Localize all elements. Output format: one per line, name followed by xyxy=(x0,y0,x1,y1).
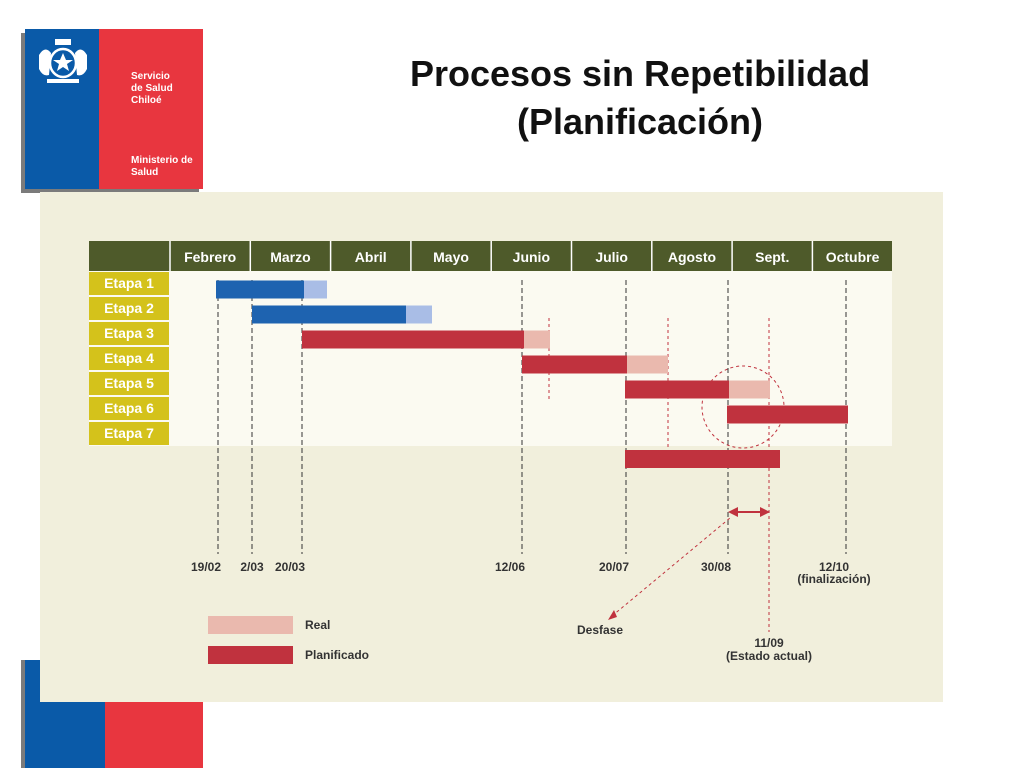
month-label-6: Julio xyxy=(595,249,628,265)
stage-label-cell xyxy=(89,347,169,370)
month-label-8: Sept. xyxy=(755,249,789,265)
legend-swatch-1 xyxy=(208,616,293,634)
current-state-date: 11/09 xyxy=(754,636,784,650)
month-label-9: Octubre xyxy=(826,249,880,265)
stage-label-cell xyxy=(89,372,169,395)
stage-label-cell xyxy=(89,322,169,345)
month-label-7: Agosto xyxy=(668,249,716,265)
month-label-4: Mayo xyxy=(433,249,469,265)
summary-planned-bar xyxy=(625,450,780,468)
milestone-date-5: 20/07 xyxy=(599,560,629,574)
coat-of-arms-icon xyxy=(39,39,87,83)
stage-bar-2 xyxy=(252,305,406,324)
milestone-note: (finalización) xyxy=(797,572,870,586)
stage-bar-2 xyxy=(406,305,432,324)
desfase-arrow-left xyxy=(728,507,738,517)
legend-label-1: Real xyxy=(305,618,330,632)
desfase-leader xyxy=(611,517,731,617)
month-label-5: Junio xyxy=(513,249,550,265)
milestone-date-2: 2/03 xyxy=(240,560,264,574)
desfase-arrow-right xyxy=(760,507,770,517)
stage-bar-3 xyxy=(524,330,550,349)
title-line-2: (Planificación) xyxy=(516,101,764,142)
desfase-circle xyxy=(701,365,785,449)
stage-label-5: Etapa 5 xyxy=(104,375,154,391)
milestone-date-7: 12/10 xyxy=(819,560,849,574)
stage-label-6: Etapa 6 xyxy=(104,400,154,416)
stage-label-3: Etapa 3 xyxy=(104,325,154,341)
stage-bar-6 xyxy=(727,405,848,424)
title-line-1: Procesos sin Repetibilidad xyxy=(409,53,871,94)
month-label-1: Febrero xyxy=(184,249,236,265)
stage-bar-4 xyxy=(522,355,627,374)
stage-label-2: Etapa 2 xyxy=(104,300,154,316)
month-label-2: Marzo xyxy=(270,249,310,265)
current-state-note: (Estado actual) xyxy=(726,649,812,663)
stage-label-7: Etapa 7 xyxy=(104,425,154,441)
legend-label-2: Planificado xyxy=(305,648,369,662)
stage-bar-1 xyxy=(304,280,327,299)
milestone-date-3: 20/03 xyxy=(275,560,305,574)
legend-swatch-2 xyxy=(208,646,293,664)
stage-label-1: Etapa 1 xyxy=(104,275,154,291)
stage-bar-5 xyxy=(729,380,770,399)
logo-block: Servicio de Salud Chiloé Ministerio de S… xyxy=(25,29,203,189)
gantt-diagram: Febrero Marzo Abril Mayo Junio Julio Agosto Sep… xyxy=(89,241,892,664)
stage-bar-4 xyxy=(627,355,668,374)
logo-ministry-name: Ministerio de Salud xyxy=(131,155,193,178)
gantt-panel: Febrero Marzo Abril Mayo Junio Julio Agosto Sep… xyxy=(40,192,943,702)
stage-label-cell xyxy=(89,272,169,295)
stage-label-4: Etapa 4 xyxy=(104,350,154,366)
logo-red-band xyxy=(99,29,203,189)
month-label-3: Abril xyxy=(355,249,387,265)
stage-label-cell xyxy=(89,297,169,320)
stage-label-cell xyxy=(89,422,169,445)
stage-bar-3 xyxy=(302,330,524,349)
stage-bar-5 xyxy=(625,380,729,399)
milestone-date-6: 30/08 xyxy=(701,560,731,574)
milestone-date-1: 19/02 xyxy=(191,560,221,574)
logo-org-name: Servicio de Salud Chiloé xyxy=(131,71,173,106)
desfase-leader-arrow xyxy=(608,610,617,620)
page-title: Procesos sin Repetibilidad (Planificació… xyxy=(300,50,980,146)
milestone-date-4: 12/06 xyxy=(495,560,525,574)
stage-label-cell xyxy=(89,397,169,420)
stage-bar-1 xyxy=(216,280,304,299)
desfase-label: Desfase xyxy=(577,623,623,637)
